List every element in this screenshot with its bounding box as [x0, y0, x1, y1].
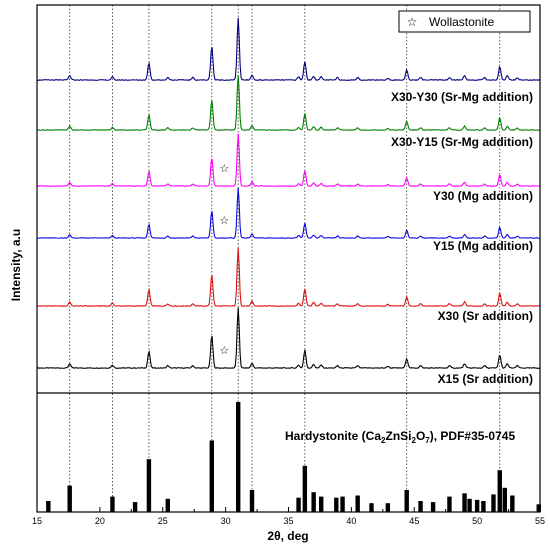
reference-stick-30	[536, 504, 541, 512]
reference-stick-24	[474, 499, 480, 512]
trace-3	[36, 133, 541, 187]
x-tick-label-4: 35	[283, 516, 293, 526]
trace-0	[36, 307, 541, 369]
x-tick-label-2: 25	[158, 516, 168, 526]
wollastonite-marker-3: ☆	[219, 163, 229, 175]
series-labels: X15 (Sr addition) X30 (Sr addition) Y15 (M…	[391, 90, 533, 386]
y-axis-label: Intensity, a.u	[9, 229, 23, 301]
reference-stick-4	[146, 459, 152, 512]
x-tick-label-3: 30	[221, 516, 231, 526]
ref-part-1: ZnSi	[385, 429, 411, 443]
reference-stick-14	[340, 496, 345, 512]
reference-stick-25	[481, 501, 486, 512]
reference-stick-7	[236, 402, 241, 512]
ref-sub-2: 7	[425, 436, 430, 445]
x-tick-label-5: 40	[346, 516, 356, 526]
reference-stick-5	[165, 498, 170, 512]
series-label-4: X30-Y15 (Sr-Mg addition)	[391, 135, 533, 149]
trace-5	[36, 17, 541, 81]
reference-stick-3	[132, 502, 138, 512]
reference-stick-20	[430, 502, 436, 512]
reference-stick-2	[110, 496, 115, 512]
wollastonite-marker-2: ☆	[219, 215, 229, 227]
x-tick-label-7: 50	[472, 516, 482, 526]
wollastonite-marker-0: ☆	[219, 345, 229, 357]
series-label-5: X30-Y30 (Sr-Mg addition)	[391, 90, 533, 104]
reference-stick-28	[502, 487, 507, 512]
reference-stick-9	[296, 497, 301, 512]
trace-4	[36, 74, 541, 131]
series-label-3: Y30 (Mg addition)	[433, 189, 533, 203]
x-axis-ticks: 15 20 25 30 35 40 45 50 55	[32, 507, 545, 526]
reference-stick-12	[318, 496, 324, 512]
legend: ☆ Wollastonite	[398, 10, 531, 33]
x-tick-label-6: 45	[409, 516, 419, 526]
reference-stick-29	[510, 495, 515, 512]
reference-stick-1	[67, 485, 72, 512]
legend-symbol: ☆	[407, 15, 418, 29]
dotted-guides	[69, 5, 501, 512]
reference-stick-18	[404, 490, 409, 512]
ref-sub-0: 2	[381, 436, 386, 445]
reference-stick-6	[209, 440, 214, 512]
ref-part-2: O	[416, 429, 425, 443]
series-label-0: X15 (Sr addition)	[438, 372, 533, 386]
reference-stick-21	[447, 496, 452, 512]
xrd-patterns: ☆ ☆ ☆	[36, 17, 541, 369]
trace-1	[36, 247, 541, 307]
x-tick-label-8: 55	[535, 516, 545, 526]
x-tick-label-0: 15	[32, 516, 42, 526]
series-label-1: X30 (Sr addition)	[438, 309, 533, 323]
ref-sub-1: 2	[411, 436, 416, 445]
reference-stick-15	[355, 495, 360, 512]
trace-2	[36, 187, 541, 239]
reference-stick-17	[385, 503, 391, 512]
reference-stick-22	[462, 493, 467, 512]
reference-label: Hardystonite (Ca2ZnSi2O7), PDF#35-0745	[285, 429, 515, 445]
legend-label: Wollastonite	[429, 15, 494, 29]
reference-stick-11	[311, 492, 316, 512]
reference-stick-19	[418, 501, 423, 512]
reference-stick-16	[369, 503, 374, 512]
reference-stick-8	[249, 490, 255, 512]
reference-stick-27	[497, 470, 502, 512]
x-axis-label: 2θ, deg	[267, 529, 308, 543]
reference-stick-0	[46, 501, 51, 512]
reference-stick-23	[467, 498, 472, 512]
ref-part-3: ), PDF#35-0745	[430, 429, 516, 443]
reference-stick-13	[334, 497, 339, 512]
series-label-2: Y15 (Mg addition)	[433, 239, 533, 253]
ref-part-0: Hardystonite (Ca	[285, 429, 381, 443]
reference-stick-10	[302, 465, 308, 512]
legend-box	[398, 10, 531, 33]
x-tick-label-1: 20	[95, 516, 105, 526]
reference-pattern	[46, 402, 541, 512]
reference-stick-26	[491, 494, 496, 512]
